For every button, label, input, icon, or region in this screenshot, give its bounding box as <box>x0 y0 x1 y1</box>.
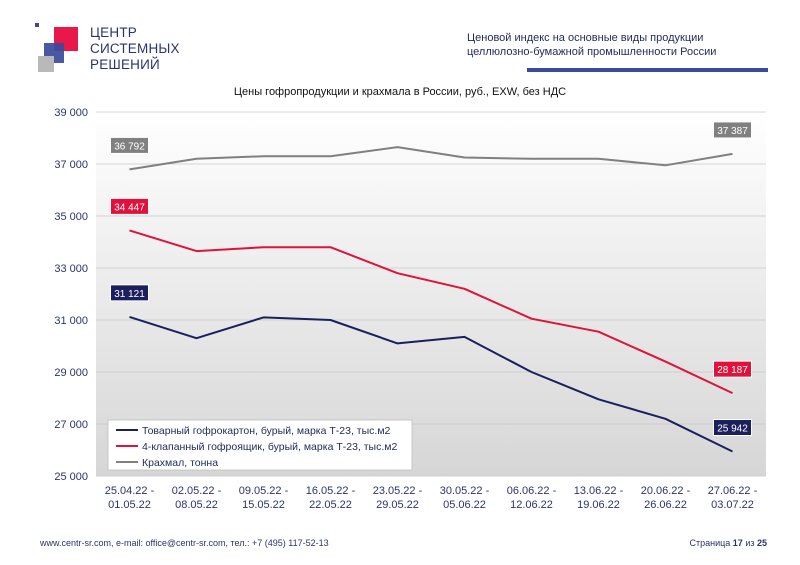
series-line-1 <box>129 315 733 453</box>
y-tick-label: 37 000 <box>54 159 88 171</box>
x-tick-label: 16.05.22 -22.05.22 <box>306 485 356 511</box>
data-label: 31 121 <box>110 284 149 302</box>
x-tick-label: 09.05.22 -15.05.22 <box>239 485 289 511</box>
logo-line-3: РЕШЕНИЙ <box>90 57 160 72</box>
header-title: Ценовой индекс на основные виды продукци… <box>467 31 767 59</box>
page-of: из <box>745 538 755 548</box>
x-tick-label: 20.06.22 -26.06.22 <box>641 485 691 511</box>
y-tick-label: 31 000 <box>54 315 88 327</box>
legend-entry: 4-клапанный гофроящик, бурый, марка Т-23… <box>142 441 397 453</box>
legend-entry: Крахмал, тонна <box>142 457 218 469</box>
logo-line-2: СИСТЕМНЫХ <box>90 41 180 56</box>
page-total: 25 <box>756 538 767 548</box>
y-tick-label: 39 000 <box>54 107 88 119</box>
data-label: 36 792 <box>110 136 149 154</box>
y-tick-label: 35 000 <box>54 211 88 223</box>
legend-box <box>107 419 413 471</box>
data-label-text: 28 187 <box>717 365 748 376</box>
x-tick-label: 30.05.22 -05.06.22 <box>440 485 490 511</box>
company-logo <box>35 23 78 72</box>
series-line-3 <box>129 146 733 171</box>
logo-text: ЦЕНТР СИСТЕМНЫХ РЕШЕНИЙ <box>90 25 180 73</box>
data-label-text: 25 942 <box>717 424 748 435</box>
data-label-text: 36 792 <box>114 141 145 152</box>
logo-line-1: ЦЕНТР <box>90 25 137 40</box>
footer-page-number: Страница 17 из 25 <box>689 538 767 548</box>
header-rule <box>527 68 768 72</box>
y-tick-label: 25 000 <box>54 471 88 483</box>
series-line-2 <box>129 229 733 395</box>
data-label: 37 387 <box>713 121 752 139</box>
y-tick-label: 29 000 <box>54 367 88 379</box>
x-tick-label: 02.05.22 -08.05.22 <box>172 485 222 511</box>
legend-entry: Товарный гофрокартон, бурый, марка Т-23,… <box>142 425 391 437</box>
chart-title: Цены гофропродукции и крахмала в России,… <box>233 86 567 98</box>
y-tick-label: 33 000 <box>54 263 88 275</box>
x-tick-label: 27.06.22 -03.07.22 <box>708 485 758 511</box>
x-tick-label: 23.05.22 -29.05.22 <box>373 485 423 511</box>
data-label: 28 187 <box>713 360 752 378</box>
data-label: 25 942 <box>713 419 752 437</box>
data-label-text: 31 121 <box>114 289 145 300</box>
x-tick-label: 25.04.22 -01.05.22 <box>105 485 155 511</box>
x-tick-label: 06.06.22 -12.06.22 <box>507 485 557 511</box>
page-word: Страница <box>689 538 731 548</box>
footer-contacts: www.centr-sr.com, e-mail: office@centr-s… <box>40 538 329 548</box>
data-label-text: 37 387 <box>717 126 748 137</box>
header-title-line-1: Ценовой индекс на основные виды продукци… <box>467 32 704 44</box>
page-current: 17 <box>732 538 743 548</box>
data-label-text: 34 447 <box>114 202 145 213</box>
y-tick-label: 27 000 <box>54 419 88 431</box>
x-tick-label: 13.06.22 -19.06.22 <box>574 485 624 511</box>
data-label: 34 447 <box>110 197 149 215</box>
header-title-line-2: целлюлозно-бумажной промышленности Росси… <box>467 46 717 58</box>
